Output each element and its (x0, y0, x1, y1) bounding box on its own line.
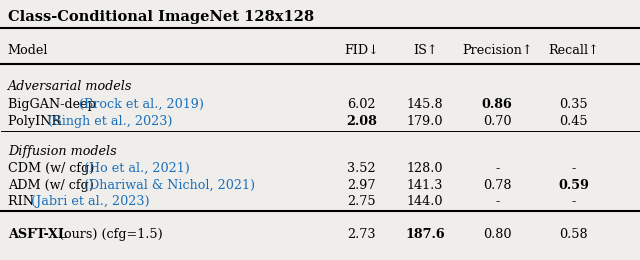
Text: Class-Conditional ImageNet 128x128: Class-Conditional ImageNet 128x128 (8, 10, 314, 24)
Text: (Singh et al., 2023): (Singh et al., 2023) (48, 115, 172, 128)
Text: PolyINR: PolyINR (8, 115, 65, 128)
Text: 145.8: 145.8 (407, 98, 444, 111)
Text: Recall↑: Recall↑ (548, 44, 599, 57)
Text: 0.45: 0.45 (559, 115, 588, 128)
Text: Diffusion models: Diffusion models (8, 145, 116, 158)
Text: 144.0: 144.0 (407, 195, 444, 208)
Text: FID↓: FID↓ (344, 44, 379, 57)
Text: (ours) (cfg=1.5): (ours) (cfg=1.5) (55, 228, 163, 241)
Text: 0.80: 0.80 (483, 228, 511, 241)
Text: RIN: RIN (8, 195, 38, 208)
Text: IS↑: IS↑ (413, 44, 437, 57)
Text: 0.59: 0.59 (558, 179, 589, 192)
Text: -: - (495, 162, 499, 175)
Text: -: - (572, 195, 576, 208)
Text: (Brock et al., 2019): (Brock et al., 2019) (79, 98, 204, 111)
Text: ADM (w/ cfg): ADM (w/ cfg) (8, 179, 98, 192)
Text: 2.75: 2.75 (347, 195, 376, 208)
Text: 187.6: 187.6 (405, 228, 445, 241)
Text: 2.08: 2.08 (346, 115, 377, 128)
Text: 0.58: 0.58 (559, 228, 588, 241)
Text: -: - (572, 162, 576, 175)
Text: Adversarial models: Adversarial models (8, 80, 132, 93)
Text: (Ho et al., 2021): (Ho et al., 2021) (84, 162, 190, 175)
Text: 0.86: 0.86 (482, 98, 513, 111)
Text: 3.52: 3.52 (347, 162, 376, 175)
Text: 179.0: 179.0 (407, 115, 444, 128)
Text: -: - (495, 195, 499, 208)
Text: (Dhariwal & Nichol, 2021): (Dhariwal & Nichol, 2021) (84, 179, 255, 192)
Text: BigGAN-deep: BigGAN-deep (8, 98, 100, 111)
Text: Precision↑: Precision↑ (462, 44, 532, 57)
Text: 2.97: 2.97 (347, 179, 376, 192)
Text: 0.78: 0.78 (483, 179, 511, 192)
Text: 141.3: 141.3 (407, 179, 444, 192)
Text: ASFT-XL: ASFT-XL (8, 228, 67, 241)
Text: 2.73: 2.73 (347, 228, 376, 241)
Text: 128.0: 128.0 (407, 162, 444, 175)
Text: 6.02: 6.02 (347, 98, 376, 111)
Text: 0.70: 0.70 (483, 115, 511, 128)
Text: CDM (w/ cfg): CDM (w/ cfg) (8, 162, 98, 175)
Text: (Jabri et al., 2023): (Jabri et al., 2023) (31, 195, 150, 208)
Text: Model: Model (8, 44, 48, 57)
Text: 0.35: 0.35 (559, 98, 588, 111)
